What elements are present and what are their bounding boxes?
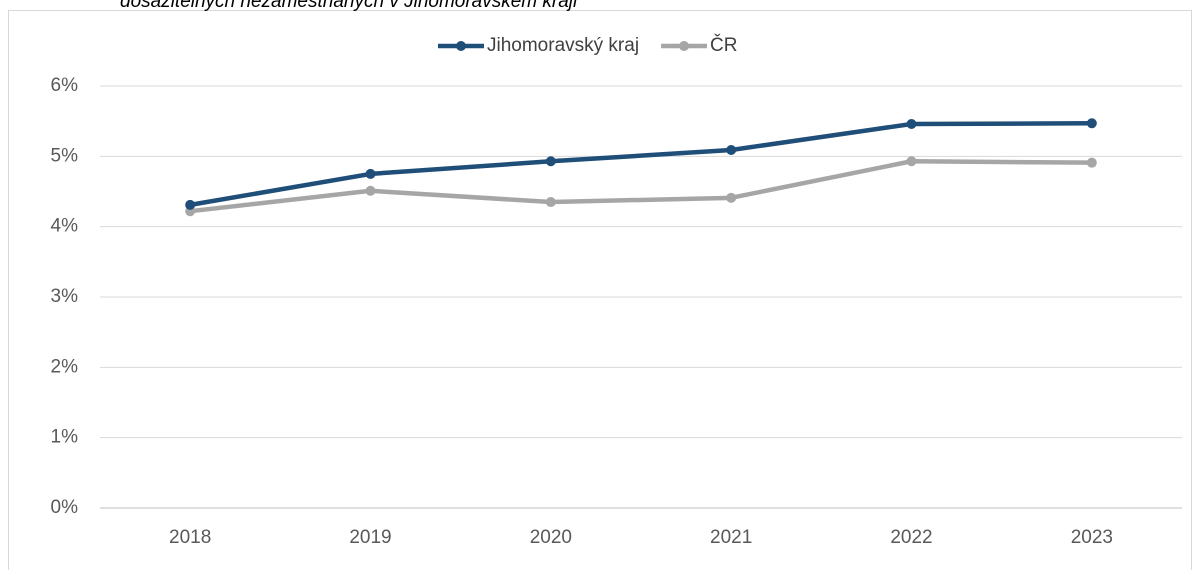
point [726,145,737,156]
point [545,156,556,167]
y-tick-label: 3% [51,286,79,307]
legend-marker [456,41,466,51]
point [906,156,917,167]
point [545,197,556,208]
x-tick-label: 2021 [710,527,752,548]
y-tick-label: 1% [51,427,79,448]
y-tick-label: 5% [51,145,79,166]
point [365,185,376,196]
series-line [189,159,1092,214]
x-tick-label: 2023 [1071,527,1113,548]
y-tick-label: 2% [51,356,79,377]
legend-label: ČR [710,34,737,56]
legend-marker [679,41,690,51]
x-tick-label: 2022 [890,527,932,548]
y-tick-label: 6% [51,75,79,96]
point [1086,118,1097,129]
series-line [189,121,1092,208]
legend-label: Jihomoravský kraj [487,35,639,56]
point [906,118,917,129]
chart-title: dosažitelných nezaměstnaných v Jihomorav… [120,0,578,12]
point [365,168,376,179]
x-tick-label: 2020 [530,527,572,548]
point [1086,157,1097,168]
point [726,192,737,203]
y-tick-label: 4% [51,216,79,237]
chart-border [8,10,1192,575]
x-tick-label: 2018 [169,527,211,548]
point [185,199,196,210]
y-tick-label: 0% [51,497,79,518]
x-tick-label: 2019 [349,527,391,548]
